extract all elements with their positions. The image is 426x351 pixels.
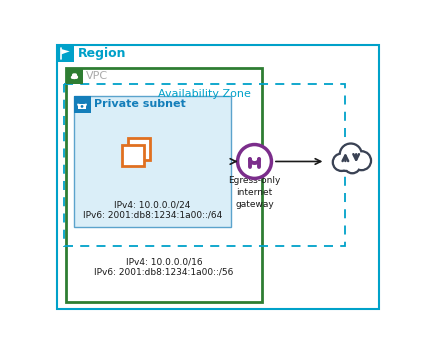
Bar bbox=[66, 67, 83, 85]
Text: Region: Region bbox=[78, 47, 126, 60]
Text: VPC: VPC bbox=[86, 71, 108, 81]
Bar bbox=[74, 96, 90, 113]
Circle shape bbox=[340, 158, 352, 170]
Circle shape bbox=[334, 155, 349, 170]
Text: IPv4: 10.0.0.0/24: IPv4: 10.0.0.0/24 bbox=[114, 201, 191, 210]
Text: Private subnet: Private subnet bbox=[94, 99, 186, 110]
Bar bbox=[128, 138, 150, 160]
Circle shape bbox=[71, 76, 74, 79]
Circle shape bbox=[333, 154, 350, 171]
FancyBboxPatch shape bbox=[78, 104, 86, 109]
Circle shape bbox=[352, 152, 371, 170]
Circle shape bbox=[345, 158, 360, 173]
Text: IPv6: 2001:db8:1234:1a00::/56: IPv6: 2001:db8:1234:1a00::/56 bbox=[94, 267, 234, 276]
Bar bbox=[74, 96, 231, 227]
Circle shape bbox=[339, 157, 353, 171]
Text: IPv4: 10.0.0.0/16: IPv4: 10.0.0.0/16 bbox=[126, 257, 202, 266]
Circle shape bbox=[72, 74, 77, 79]
Bar bbox=[66, 67, 262, 302]
Circle shape bbox=[81, 105, 83, 108]
Circle shape bbox=[72, 73, 76, 77]
Bar bbox=[122, 145, 144, 166]
Circle shape bbox=[353, 152, 370, 169]
Bar bbox=[58, 45, 74, 62]
Text: Egress-only
internet
gateway: Egress-only internet gateway bbox=[228, 176, 281, 208]
Text: IPv6: 2001:db8:1234:1a00::/64: IPv6: 2001:db8:1234:1a00::/64 bbox=[83, 210, 222, 219]
Circle shape bbox=[74, 75, 78, 79]
Text: Availability Zone: Availability Zone bbox=[158, 89, 251, 99]
Bar bbox=[64, 85, 345, 246]
Circle shape bbox=[340, 144, 362, 165]
Circle shape bbox=[74, 73, 77, 77]
Circle shape bbox=[238, 145, 271, 178]
Circle shape bbox=[341, 145, 361, 164]
Circle shape bbox=[345, 159, 359, 172]
Polygon shape bbox=[61, 49, 70, 54]
